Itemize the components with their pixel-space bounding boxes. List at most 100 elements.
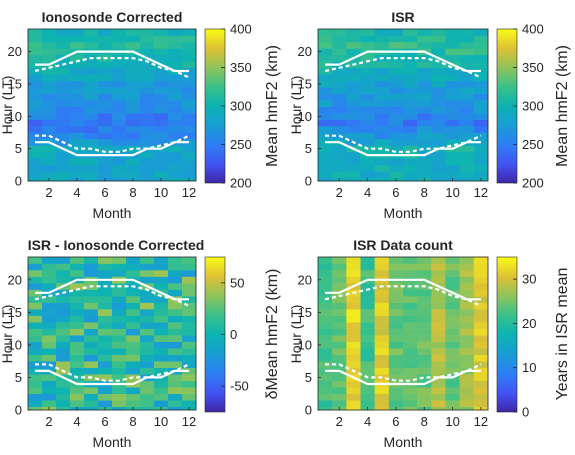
heatmap-cell bbox=[459, 393, 475, 401]
heatmap-cell bbox=[98, 35, 113, 43]
heatmap-cell bbox=[473, 113, 489, 120]
heatmap-cell bbox=[374, 67, 390, 75]
heatmap-cell bbox=[154, 302, 169, 310]
heatmap-cell bbox=[168, 29, 183, 36]
heatmap-cell bbox=[126, 80, 141, 88]
heatmap-cell bbox=[168, 113, 183, 120]
heatmap-cell bbox=[70, 341, 85, 349]
heatmap-cell bbox=[360, 309, 375, 316]
heatmap-cell bbox=[98, 270, 113, 277]
heatmap-cell bbox=[332, 35, 347, 43]
heatmap-cell bbox=[346, 263, 361, 271]
heatmap-cell bbox=[98, 341, 113, 349]
heatmap-cell bbox=[374, 315, 390, 323]
heatmap-cell bbox=[28, 93, 43, 101]
heatmap-cell bbox=[42, 296, 57, 303]
heatmap-cell bbox=[388, 328, 404, 336]
heatmap-cell bbox=[431, 387, 446, 395]
heatmap-cell bbox=[182, 29, 197, 36]
heatmap-cell bbox=[126, 164, 141, 172]
heatmap-cell bbox=[112, 348, 127, 355]
colorbar-ticks: 200 250 300 350 400 bbox=[513, 22, 544, 191]
heatmap-cell bbox=[388, 100, 404, 107]
colorbar-ticks: 200 250 300 350 400 bbox=[221, 22, 252, 191]
x-tick-label: 10 bbox=[154, 185, 168, 200]
heatmap-cell bbox=[473, 400, 489, 408]
heatmap-cell bbox=[332, 100, 347, 107]
heatmap-cell bbox=[42, 67, 57, 75]
heatmap-cell bbox=[431, 113, 446, 120]
heatmap-cell bbox=[42, 80, 57, 88]
heatmap-cell bbox=[459, 126, 475, 133]
heatmap-cell bbox=[98, 126, 113, 133]
heatmap-cell bbox=[417, 296, 432, 303]
heatmap-cell bbox=[112, 67, 127, 75]
heatmap-cell bbox=[28, 270, 43, 277]
heatmap-cell bbox=[140, 367, 155, 375]
heatmap-cell bbox=[459, 132, 475, 140]
heatmap-cell bbox=[70, 126, 85, 133]
x-axis-label: Month bbox=[93, 434, 132, 450]
heatmap-cell bbox=[473, 132, 489, 140]
heatmap-cell bbox=[403, 322, 418, 329]
heatmap-cell bbox=[154, 138, 169, 146]
sunset-dashed-line bbox=[34, 56, 190, 79]
heatmap-cell bbox=[182, 348, 197, 355]
heatmap-cell bbox=[374, 35, 390, 43]
heatmap-cell bbox=[28, 328, 43, 336]
heatmap-cell bbox=[154, 387, 169, 395]
heatmap-cell bbox=[417, 126, 432, 133]
heatmap-cell bbox=[332, 302, 347, 310]
heatmap-cell bbox=[70, 387, 85, 395]
heatmap-cell bbox=[56, 119, 71, 127]
heatmap-cell bbox=[318, 387, 333, 395]
plot-frame bbox=[317, 256, 489, 411]
heatmap-cell bbox=[28, 276, 43, 284]
heatmap-cell bbox=[346, 257, 361, 264]
heatmap-cell bbox=[182, 145, 197, 153]
heatmap-cell bbox=[112, 367, 127, 375]
heatmap-cell bbox=[388, 113, 404, 120]
heatmap-cell bbox=[140, 61, 155, 69]
heatmap-cell bbox=[388, 74, 404, 82]
heatmap-cell bbox=[318, 151, 333, 159]
x-tick-label: 8 bbox=[129, 185, 136, 200]
heatmap-cell bbox=[112, 406, 127, 411]
heatmap-cell bbox=[417, 393, 432, 401]
heatmap-cell bbox=[168, 177, 183, 182]
heatmap-cell bbox=[140, 41, 155, 49]
heatmap-cell bbox=[56, 328, 71, 336]
heatmap-cell bbox=[417, 367, 432, 375]
heatmap-cell bbox=[98, 164, 113, 172]
heatmap-cell bbox=[112, 132, 127, 140]
heatmap-cell bbox=[360, 29, 375, 36]
heatmap-cell bbox=[473, 151, 489, 159]
heatmap-cell bbox=[42, 270, 57, 277]
heatmap-cell bbox=[445, 270, 460, 277]
heatmap-cell bbox=[42, 145, 57, 153]
heatmap-cell bbox=[431, 361, 446, 368]
heatmap-cell bbox=[140, 151, 155, 159]
heatmap-cell bbox=[360, 61, 375, 69]
heatmap-cell bbox=[28, 74, 43, 82]
heatmap-cell bbox=[140, 93, 155, 101]
heatmap-cell bbox=[112, 354, 127, 362]
heatmap-cell bbox=[112, 158, 127, 166]
heatmap-cell bbox=[28, 126, 43, 133]
heatmap-cell bbox=[140, 106, 155, 114]
x-tick-label: 2 bbox=[336, 414, 343, 429]
heatmap-cell bbox=[473, 315, 489, 323]
heatmap-cell bbox=[431, 263, 446, 271]
heatmap-cell bbox=[154, 263, 169, 271]
heatmap-cell bbox=[473, 348, 489, 355]
x-tick-label: 6 bbox=[392, 185, 399, 200]
colorbar-tick-label: 200 bbox=[522, 176, 544, 191]
heatmap-cell bbox=[346, 100, 361, 107]
heatmap-cell bbox=[182, 61, 197, 69]
heatmap-cell bbox=[360, 296, 375, 303]
y-tick-label: 15 bbox=[8, 76, 22, 91]
heatmap-cell bbox=[140, 29, 155, 36]
heatmap-cell bbox=[98, 354, 113, 362]
colorbar-tick-label: 250 bbox=[522, 137, 544, 152]
colorbar-tick-label: 0 bbox=[522, 405, 529, 420]
